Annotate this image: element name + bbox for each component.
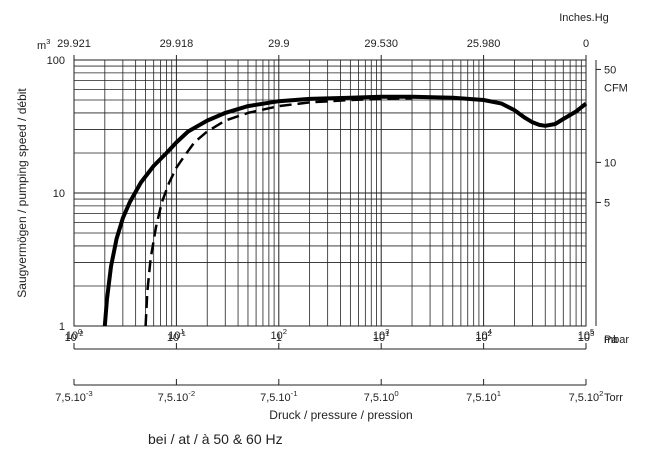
series-line-dashed xyxy=(144,97,413,327)
grid xyxy=(73,60,586,327)
cfm-tick-label: 10 xyxy=(604,157,616,169)
inhg-unit: Inches.Hg xyxy=(559,12,609,24)
inhg-tick-label: 29.918 xyxy=(160,38,194,50)
torr-tick-label: 7,5.101 xyxy=(466,389,501,404)
x-tick-label: 101 xyxy=(373,329,390,344)
footnote: bei / at / à 50 & 60 Hz xyxy=(148,431,283,447)
x-tick-label: 102 xyxy=(475,329,492,344)
inhg-tick-label: 29.9 xyxy=(268,38,289,50)
pa-tick-label: 104 xyxy=(475,327,492,342)
torr-tick-label: 7,5.10-1 xyxy=(260,389,297,404)
x-axis-title: Druck / pressure / pression xyxy=(269,408,412,422)
torr-tick-label: 7,5.10-3 xyxy=(55,389,92,404)
pa-tick-label: 102 xyxy=(271,327,288,342)
torr-tick-label: 7,5.10-2 xyxy=(158,389,195,404)
x-tick-label: 103 xyxy=(578,329,595,344)
cfm-unit: CFM xyxy=(604,82,628,94)
series-line-solid xyxy=(102,94,588,327)
pa-tick-label: 100 xyxy=(66,327,83,342)
x-tick-label: 10-1 xyxy=(167,329,186,344)
y-tick-label: 10 xyxy=(53,188,65,200)
cfm-tick-label: 5 xyxy=(604,197,610,209)
y-unit-label: m3 xyxy=(37,37,50,52)
x-tick-label: 1 xyxy=(276,332,282,344)
pa-tick-label: 103 xyxy=(373,327,390,342)
torr-tick-label: 7,5.100 xyxy=(364,389,399,404)
plot-frame xyxy=(73,59,587,327)
pa-unit: Pa xyxy=(604,334,618,346)
y-tick-label: 100 xyxy=(47,55,65,67)
y-axis-title: Saugvermögen / pumping speed / débit xyxy=(15,88,29,298)
y-tick-label: 1 xyxy=(59,321,65,333)
pa-tick-label: 105 xyxy=(578,327,595,342)
series-group xyxy=(102,94,588,327)
cfm-tick-label: 50 xyxy=(604,64,616,76)
inhg-tick-label: 29.530 xyxy=(364,38,398,50)
pa-tick-label: 101 xyxy=(168,327,185,342)
torr-unit: Torr xyxy=(604,392,623,404)
x-unit-mbar: mbar xyxy=(604,334,629,346)
inhg-tick-label: 29.921 xyxy=(57,38,91,50)
inhg-tick-label: 25.980 xyxy=(467,38,501,50)
inhg-tick-label: 0 xyxy=(583,38,589,50)
x-tick-label: 10-2 xyxy=(64,329,83,344)
torr-tick-label: 7,5.102 xyxy=(569,389,604,404)
